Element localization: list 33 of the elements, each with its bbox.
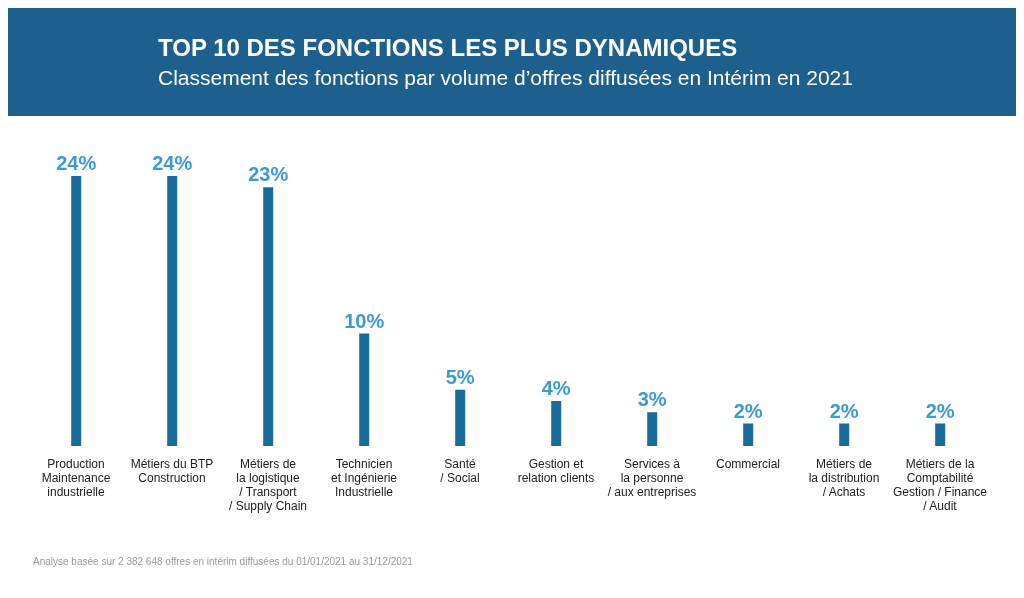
bar <box>935 423 946 446</box>
bar <box>263 187 274 446</box>
x-tick-label: Métiers de la logistique / Transport / Supply Chain <box>228 457 308 513</box>
x-tick-label: Métiers de la Comptabilité Gestion / Finance / Audit <box>892 457 988 513</box>
data-label: 24% <box>152 152 193 174</box>
data-label: 4% <box>541 377 571 399</box>
x-tick-label: Gestion et relation clients <box>517 457 595 485</box>
data-label: 5% <box>445 365 475 388</box>
x-tick-label: Santé / Social <box>440 457 480 485</box>
data-label: 3% <box>637 388 667 411</box>
text: Analyse basée sur 2 382 648 offres en intérim diffusées du 01/01/2021 au 31/12/2021 <box>33 556 414 567</box>
data-label: 10% <box>344 309 385 332</box>
data-label: 2% <box>925 399 955 422</box>
chart-subtitle: Classement des fonctions par volume d’offres diffusées en Intérim en 2021 <box>158 66 854 90</box>
x-tick-label: Production Maintenance industrielle <box>41 457 111 499</box>
chart-title: TOP 10 DES FONCTIONS LES PLUS DYNAMIQUES <box>158 34 739 62</box>
bar <box>71 176 82 446</box>
x-tick-label: Commercial <box>715 457 781 471</box>
data-label: 24% <box>56 152 97 174</box>
x-tick-label: Métiers de la distribution / Achats <box>808 457 880 499</box>
bar <box>839 423 850 446</box>
data-label: 2% <box>733 399 763 422</box>
x-tick-label: Métiers du BTP Construction <box>130 457 214 485</box>
bar <box>743 423 754 446</box>
data-label: 23% <box>248 163 289 186</box>
bar <box>551 401 562 446</box>
x-tick-label: Services à la personne / aux entreprises <box>607 457 697 499</box>
bar <box>359 333 370 446</box>
bar <box>647 412 658 446</box>
data-label: 2% <box>829 399 859 422</box>
bar <box>455 389 466 446</box>
bar <box>167 176 178 446</box>
x-tick-label: Technicien et Ingénierie Industrielle <box>330 457 398 499</box>
